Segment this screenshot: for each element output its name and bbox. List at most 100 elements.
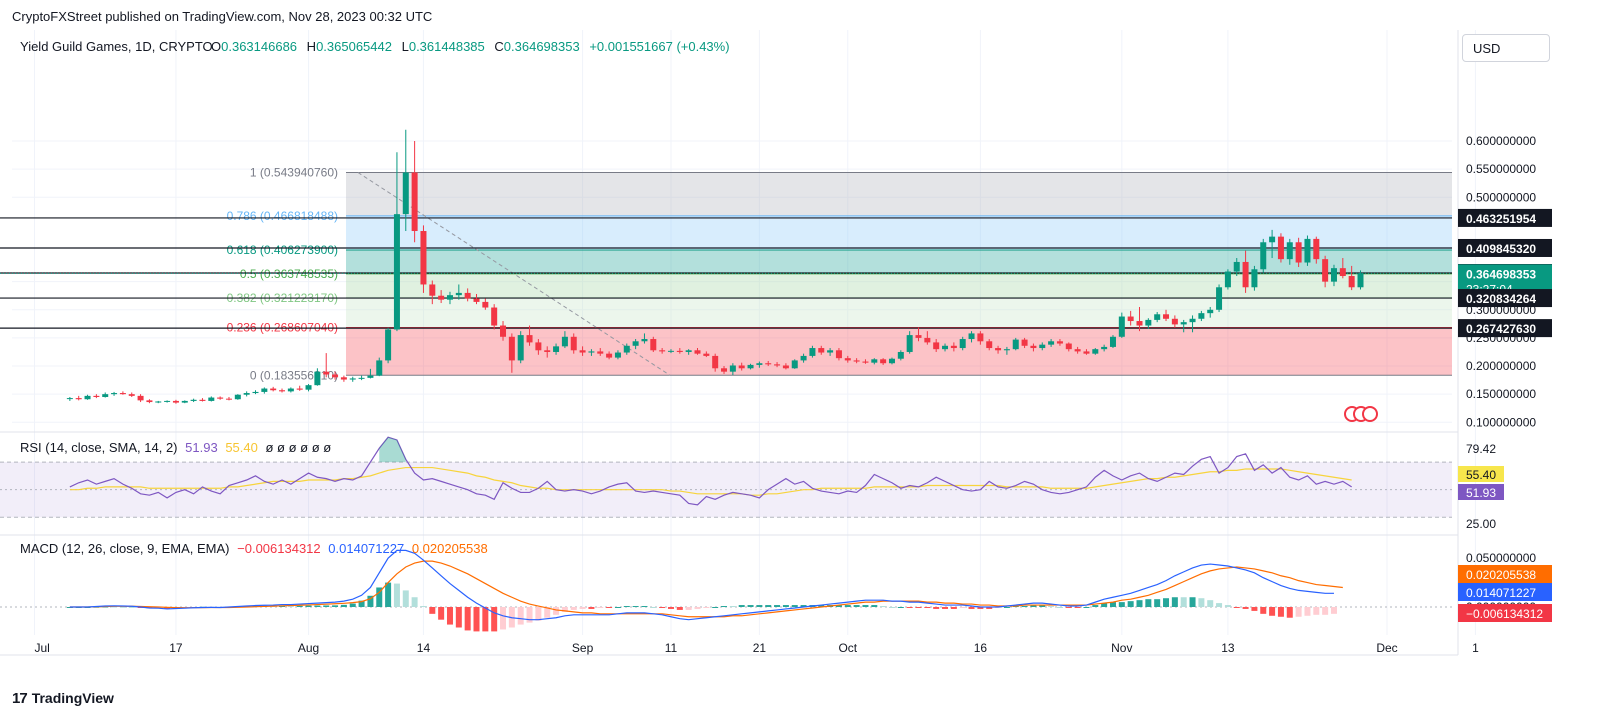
fib-trend-line [357, 172, 671, 376]
candle-body [632, 341, 639, 346]
macd-histogram-bar [1207, 600, 1214, 607]
candle-body [393, 214, 400, 330]
macd-histogram-bar [128, 607, 135, 608]
close-label: C [494, 39, 503, 54]
macd-histogram-bar [349, 603, 356, 607]
candle-body [774, 364, 781, 366]
macd-legend: MACD (12, 26, close, 9, EMA, EMA) −0.006… [20, 541, 488, 556]
candle-body [1092, 349, 1099, 354]
level-price-label: 0.320834264 [1466, 292, 1536, 306]
macd-histogram-bar [393, 583, 400, 607]
macd-histogram-bar [544, 607, 551, 618]
macd-histogram-bar [287, 606, 294, 608]
macd-histogram-bar [111, 606, 118, 608]
candle-body [694, 350, 701, 354]
macd-value-label: 0.014071227 [1466, 586, 1536, 600]
macd-histogram-bar [915, 607, 922, 608]
low-label: L [402, 39, 409, 54]
candle-body [1339, 268, 1346, 277]
rsi-value-label-box [1458, 484, 1504, 500]
currency-button[interactable]: USD [1462, 34, 1550, 62]
price-axis-tick: 0.200000000 [1466, 359, 1536, 373]
candle-body [491, 307, 498, 326]
price-axis-tick: 0.100000000 [1466, 415, 1536, 429]
candle-body [217, 397, 224, 399]
macd-histogram-bar [588, 607, 595, 609]
close-value: 0.364698353 [504, 39, 580, 54]
macd-histogram-bar [650, 607, 657, 608]
macd-histogram-bar [323, 605, 330, 607]
candle-body [225, 398, 232, 400]
macd-histogram-bar [667, 607, 674, 609]
candle-body [199, 399, 206, 401]
candle-body [800, 355, 807, 361]
macd-histogram-bar [1118, 602, 1125, 607]
candle-body [1313, 238, 1320, 260]
horizontal-lines [0, 217, 1452, 329]
candle-body [234, 394, 241, 400]
macd-histogram-bar [1030, 605, 1037, 607]
time-axis-tick: Sep [572, 641, 594, 655]
candle-body [791, 360, 798, 369]
time-axis-tick: 13 [1221, 641, 1235, 655]
economic-event-icon [1362, 406, 1378, 422]
macd-histogram-bar [411, 597, 418, 607]
candle-body [1269, 236, 1276, 243]
fib-zone [346, 249, 1452, 274]
macd-histogram-bar [703, 607, 710, 608]
candle-body [332, 374, 339, 378]
candle-body [614, 352, 621, 358]
macd-histogram-bar [1154, 599, 1161, 607]
candle-body [508, 336, 515, 361]
candle-body [933, 342, 940, 350]
candle-body [1180, 322, 1187, 325]
candle-body [747, 364, 754, 369]
macd-histogram-bar [712, 607, 719, 608]
candle-body [367, 375, 374, 378]
macd-histogram-bar [1163, 598, 1170, 607]
macd-histogram-bar [446, 607, 453, 625]
time-axis-tick: 14 [417, 641, 431, 655]
candle-body [340, 377, 347, 380]
level-price-label: 0.409845320 [1466, 242, 1536, 256]
macd-histogram-bar [1189, 597, 1196, 607]
candle-body [1074, 349, 1081, 352]
macd-histogram-bar [623, 606, 630, 608]
macd-histogram-bar [332, 605, 339, 607]
macd-histogram-bar [535, 607, 542, 621]
candle-body [190, 399, 197, 401]
time-axis-tick: 1 [1472, 641, 1479, 655]
candle-body [1357, 273, 1364, 288]
macd-histogram-bar [438, 607, 445, 620]
candle-body [172, 400, 179, 403]
open-value: 0.363146686 [221, 39, 297, 54]
candle-body [84, 395, 91, 400]
candle-body [93, 395, 100, 397]
candle-body [986, 341, 993, 349]
macd-histogram-bar [880, 606, 887, 608]
macd-histogram-bar [119, 606, 126, 608]
candle-body [181, 400, 188, 403]
macd-histogram-bar [950, 607, 957, 609]
rsi-legend: RSI (14, close, SMA, 14, 2) 51.93 55.40 … [20, 440, 331, 455]
macd-signal-line [69, 560, 1343, 618]
candle-body [544, 350, 551, 352]
candle-body [252, 391, 259, 394]
macd-histogram-bar [942, 607, 949, 609]
candle-body [376, 360, 383, 376]
macd-histogram-bar [765, 605, 772, 607]
macd-histogram-bar [1198, 598, 1205, 607]
macd-histogram-bar [1330, 607, 1337, 614]
rsi-line [69, 436, 1352, 506]
candle-body [349, 378, 356, 380]
macd-histogram-bar [296, 605, 303, 607]
rsi-ma-line [69, 466, 1352, 496]
macd-histogram-bar [844, 605, 851, 607]
macd-histogram-bar [1286, 607, 1293, 618]
macd-histogram-bar [659, 607, 666, 608]
candle-body [429, 284, 436, 296]
high-label: H [307, 39, 316, 54]
macd-histogram-bar [871, 605, 878, 607]
candle-body [721, 368, 728, 372]
